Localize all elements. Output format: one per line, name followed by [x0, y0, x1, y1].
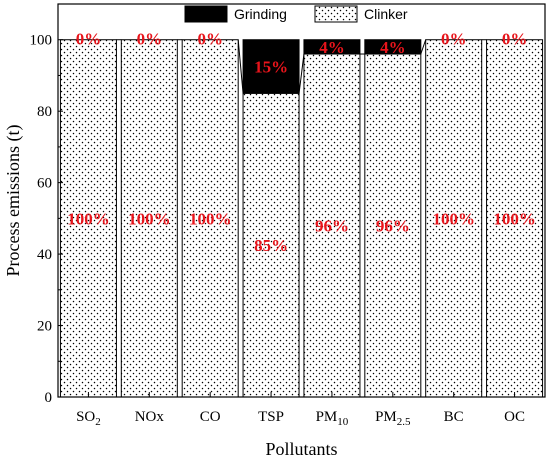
y-axis-title: Process emissions (t) — [3, 125, 24, 277]
axes-group: 0 20 40 60 80 100 SO2 NOx CO TSP PM10 PM2.5 BC OC Poll… — [3, 3, 546, 459]
x-tick-label: BC — [444, 409, 464, 425]
data-label-grinding: 0% — [197, 30, 223, 49]
legend-swatch-clinker — [314, 5, 358, 23]
y-tick-label: 40 — [37, 247, 52, 263]
bar-clinker — [486, 39, 544, 398]
bars-group — [59, 39, 544, 398]
data-label-grinding: 15% — [254, 58, 288, 77]
data-label-grinding: 4% — [380, 38, 406, 57]
x-tick-label: SO2 — [76, 409, 101, 428]
data-labels-group: 100% 0% 100% 0% 100% 0% 85% 15% 96% 4% 96% 4% 100% 0%… — [67, 30, 536, 255]
legend-swatch-grinding — [184, 5, 228, 23]
connector-line — [420, 39, 427, 55]
connector-line — [298, 53, 305, 94]
bar-clinker — [181, 39, 239, 398]
data-label-clinker: 85% — [254, 236, 288, 255]
bar-clinker — [120, 39, 178, 398]
bar-clinker — [364, 53, 422, 398]
legend-label-clinker: Clinker — [364, 6, 408, 22]
plot-frame — [57, 3, 546, 398]
data-label-clinker: 96% — [315, 217, 349, 236]
data-label-grinding: 0% — [76, 30, 102, 49]
y-tick-label: 60 — [37, 176, 52, 192]
connector-line — [237, 39, 244, 94]
data-label-clinker: 96% — [376, 217, 410, 236]
data-label-grinding: 0% — [137, 30, 163, 49]
x-tick-label: PM2.5 — [375, 409, 411, 428]
data-label-grinding: 0% — [441, 30, 467, 49]
y-tick-label: 20 — [37, 319, 52, 335]
data-label-clinker: 100% — [432, 209, 475, 228]
data-label-clinker: 100% — [189, 209, 232, 228]
bar-grinding — [242, 39, 300, 94]
data-label-clinker: 100% — [493, 209, 536, 228]
bar-grinding — [364, 39, 422, 55]
data-label-clinker: 100% — [67, 209, 110, 228]
data-label-clinker: 100% — [128, 209, 171, 228]
x-tick-label: OC — [504, 409, 525, 425]
y-tick-label: 100 — [30, 33, 53, 49]
x-axis-title: Pollutants — [265, 439, 337, 459]
x-tick-label: CO — [200, 409, 221, 425]
y-tick-label: 80 — [37, 104, 52, 120]
y-tick-label: 0 — [45, 390, 53, 406]
legend: Grinding Clinker — [184, 5, 408, 23]
data-label-grinding: 4% — [319, 38, 345, 57]
bar-grinding — [303, 39, 361, 55]
bar-clinker — [425, 39, 483, 398]
x-tick-label: PM10 — [316, 409, 349, 428]
x-tick-label: TSP — [258, 409, 284, 425]
stack-connector-lines — [116, 39, 487, 94]
x-tick-label: NOx — [135, 409, 165, 425]
bar-clinker — [303, 53, 361, 398]
bar-clinker — [242, 92, 300, 398]
data-label-grinding: 0% — [502, 30, 528, 49]
legend-label-grinding: Grinding — [234, 6, 287, 22]
